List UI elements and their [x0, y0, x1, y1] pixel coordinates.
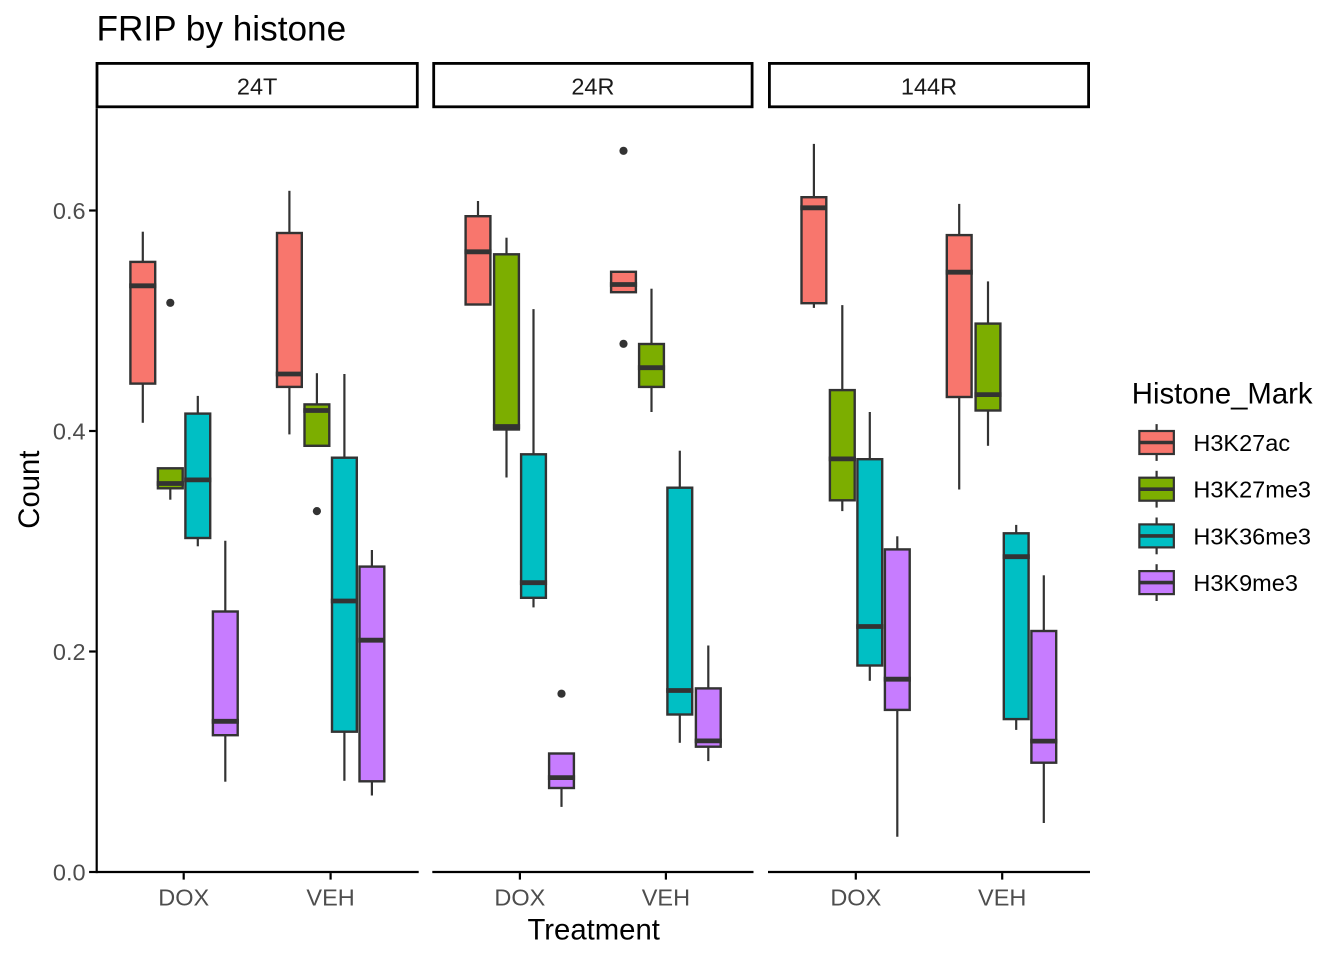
svg-text:DOX: DOX — [158, 885, 209, 911]
svg-text:DOX: DOX — [830, 885, 881, 911]
svg-text:0.4: 0.4 — [53, 418, 86, 444]
svg-text:FRIP by histone: FRIP by histone — [97, 10, 347, 49]
svg-text:24R: 24R — [571, 74, 614, 100]
svg-text:144R: 144R — [901, 74, 957, 100]
svg-text:24T: 24T — [237, 74, 278, 100]
svg-text:DOX: DOX — [494, 885, 545, 911]
svg-text:H3K36me3: H3K36me3 — [1193, 523, 1311, 549]
svg-text:VEH: VEH — [642, 885, 690, 911]
svg-text:Treatment: Treatment — [527, 913, 659, 946]
svg-text:VEH: VEH — [978, 885, 1026, 911]
svg-text:Histone_Mark: Histone_Mark — [1132, 377, 1313, 410]
svg-text:Count: Count — [13, 451, 46, 529]
svg-text:0.6: 0.6 — [53, 198, 86, 224]
svg-text:0.2: 0.2 — [53, 639, 86, 665]
svg-text:H3K9me3: H3K9me3 — [1193, 570, 1298, 596]
svg-text:VEH: VEH — [306, 885, 354, 911]
svg-text:0.0: 0.0 — [53, 859, 86, 885]
svg-text:H3K27ac: H3K27ac — [1193, 430, 1290, 456]
svg-text:H3K27me3: H3K27me3 — [1193, 477, 1311, 503]
